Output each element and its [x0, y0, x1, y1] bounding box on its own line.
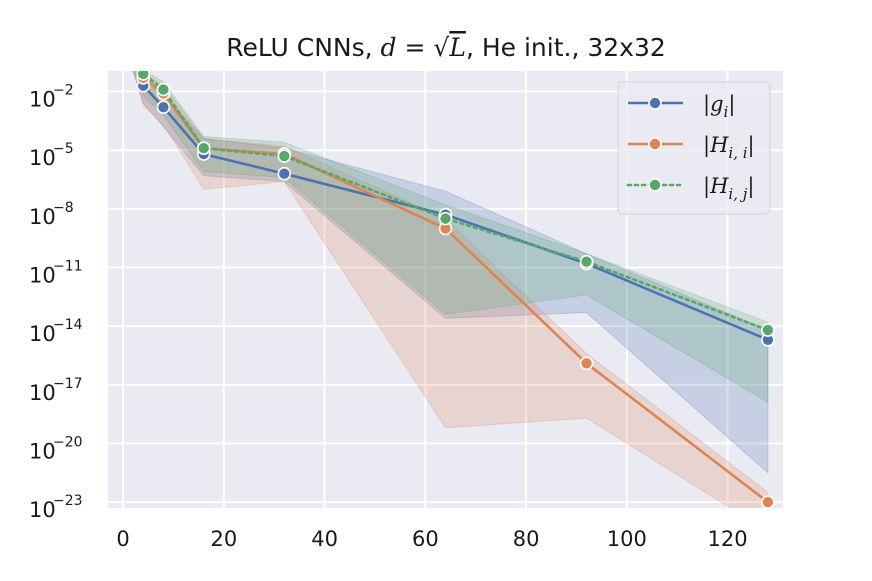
- y-tick-label: 10: [29, 322, 56, 346]
- x-tick-label: 100: [607, 527, 647, 551]
- x-tick-label: 0: [116, 527, 129, 551]
- y-tick-label: 10: [29, 498, 56, 522]
- data-point: [127, 37, 139, 49]
- x-tick-label: 80: [513, 527, 540, 551]
- legend-label: |Hi, j|: [703, 174, 754, 203]
- data-point: [761, 323, 775, 337]
- data-point: [136, 71, 151, 81]
- x-tick-label: 40: [311, 527, 338, 551]
- data-point: [196, 141, 211, 156]
- legend-marker: [648, 137, 662, 151]
- sqrt-sign: √: [433, 33, 449, 62]
- y-tick-label: 10: [29, 205, 56, 229]
- confidence-bands: [132, 71, 769, 508]
- y-tick-exponent: −23: [53, 493, 83, 509]
- data-point: [579, 356, 594, 371]
- band-|H_i,i|: [132, 71, 769, 508]
- x-tick-label: 20: [210, 527, 237, 551]
- y-tick-label: 10: [29, 88, 56, 112]
- data-point: [579, 254, 594, 269]
- data-point: [156, 100, 171, 114]
- data-point: [127, 37, 139, 49]
- data-point: [156, 82, 171, 97]
- y-tick-label: 10: [29, 439, 56, 463]
- legend-label: |gi|: [703, 92, 735, 121]
- legend-marker: [648, 96, 662, 110]
- y-tick-exponent: −17: [53, 376, 83, 392]
- data-point: [438, 211, 453, 226]
- data-point: [277, 166, 292, 181]
- legend-marker: [648, 178, 662, 192]
- data-point: [761, 495, 775, 508]
- data-point: [127, 37, 139, 49]
- y-tick-exponent: −5: [53, 141, 74, 157]
- y-tick-label: 10: [29, 146, 56, 170]
- y-tick-exponent: −14: [53, 317, 83, 333]
- axis-ticks: 0 20 40 60 80 100 12010−210−510−810−1110−1410−…: [29, 83, 748, 551]
- y-tick-exponent: −20: [53, 434, 83, 450]
- data-point: [277, 149, 292, 163]
- y-tick-label: 10: [29, 381, 56, 405]
- x-tick-label: 60: [412, 527, 439, 551]
- legend-label: |Hi, i|: [703, 133, 755, 162]
- band-|g_i|: [132, 71, 769, 474]
- y-tick-label: 10: [29, 264, 56, 288]
- band-|H_i,j|: [132, 71, 769, 404]
- y-tick-exponent: −8: [53, 200, 74, 216]
- series-lines: [127, 37, 775, 508]
- y-tick-exponent: −11: [53, 259, 83, 275]
- chart-title: ReLU CNNs, d = √L, He init., 32x32: [226, 33, 666, 62]
- x-tick-label: 120: [708, 527, 748, 551]
- legend: |gi| |Hi, i| |Hi, j|: [617, 81, 771, 215]
- sqrt-arg: L: [448, 33, 466, 62]
- y-tick-exponent: −2: [53, 83, 74, 99]
